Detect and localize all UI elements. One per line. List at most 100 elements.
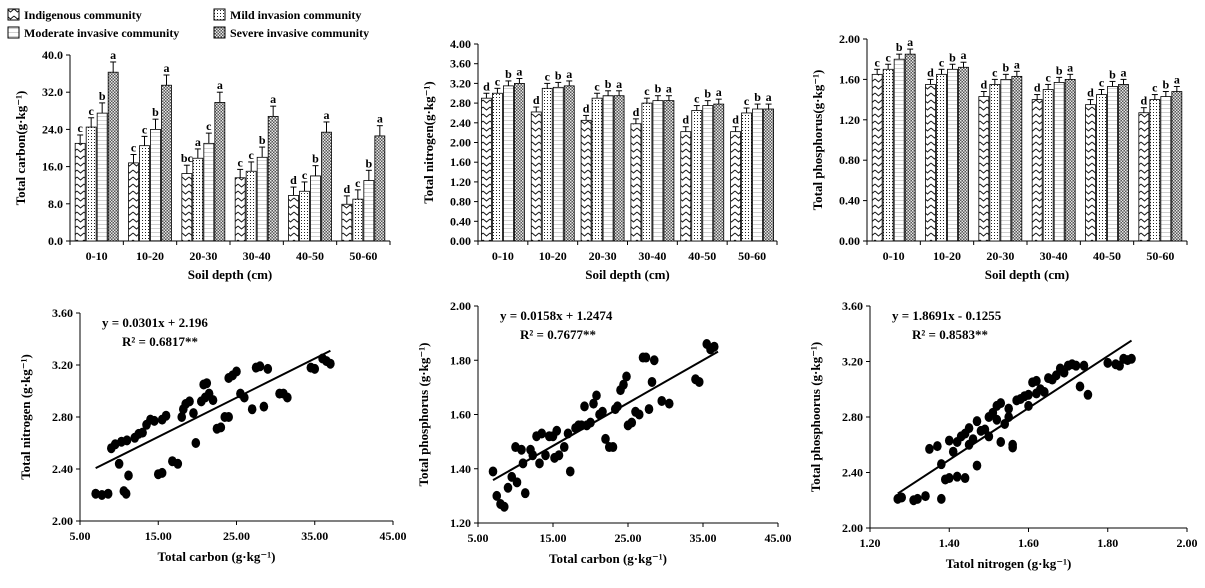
significance-letter: c [78,121,84,135]
x-tick-label: 25.00 [615,531,642,545]
data-point [1071,360,1081,371]
significance-letter: b [1162,78,1169,92]
y-tick-label: 3.60 [52,306,73,320]
bar [613,95,625,242]
significance-letter: c [131,141,137,155]
significance-letter: b [505,67,512,81]
data-point [103,488,113,499]
y-tick-label: 2.40 [450,116,471,130]
y-tick-label: 40.0 [42,48,63,62]
data-point [122,435,132,446]
x-tick-label: 30-40 [243,249,271,263]
data-point [310,363,320,374]
bar [1031,99,1043,242]
x-tick-label: 10-20 [539,249,567,263]
chart-total-phosphorus: 0.00 0.40 0.80 1.20 1.60 2.00 Total phosphorus… [810,32,1188,282]
data-point [913,493,922,504]
data-point [925,443,934,454]
x-tick-label: 40-50 [296,249,324,263]
bar [374,135,386,242]
data-point [952,471,962,482]
significance-letter: c [992,65,998,79]
significance-letter: c [1099,76,1105,90]
bar [702,105,714,242]
y-axis-label: Total nitrogen (g·kg⁻¹) [18,354,33,480]
y-axis-label: Total carbon(g·kg⁻¹) [13,91,28,206]
data-point [964,423,974,434]
significance-letter: d [533,93,540,107]
data-point [601,433,610,444]
y-axis-label: Total phosphorus(g·kg⁻¹) [810,70,825,211]
bar [481,97,492,242]
bar [256,156,268,242]
significance-letter: d [633,105,640,119]
y-axis-label: Total nitrogen(g·kg⁻¹) [421,81,436,203]
bar [310,175,321,242]
bar [904,53,916,242]
data-point [537,428,547,439]
x-tick-label: 5.00 [468,531,489,545]
significance-letter: b [99,89,106,103]
bar [267,115,279,242]
x-tick-label: 10-20 [136,249,164,263]
significance-letter: b [312,152,319,166]
bar [192,157,204,242]
bar [234,177,246,242]
data-point [1075,381,1085,392]
significance-letter: b [1056,63,1063,77]
significance-letter: a [666,82,672,96]
y-tick-label: 4.00 [450,37,471,51]
data-point [622,371,631,382]
significance-letter: a [377,112,383,126]
bar [563,85,575,242]
r-squared-label: R² = 0.6817** [122,334,198,349]
legend-item-moderate: Moderate invasive community [7,26,179,40]
y-tick-label: 0.80 [839,153,860,167]
x-tick-label: 45.00 [765,531,792,545]
data-point [1008,442,1017,453]
bar [139,145,150,242]
y-tick-label: 2.80 [450,96,471,110]
data-point [499,501,509,512]
x-tick-label: 50-60 [1146,249,1174,263]
significance-letter: bc [181,151,194,165]
bar [203,142,215,242]
data-point [647,376,657,387]
data-point [263,363,273,374]
legend-swatch-severe [213,26,226,39]
bar [752,108,763,242]
regression-equation: y = 0.0301x + 2.196 [102,315,208,330]
x-axis-label: Soil depth (cm) [585,267,670,282]
significance-letter: c [249,148,255,162]
y-tick-label: 16.0 [42,160,63,174]
legend-item-mild: Mild invasion community [213,8,361,22]
y-tick-label: 2.00 [839,32,860,46]
bar [1171,91,1183,242]
data-point [138,427,147,438]
y-tick-label: 0.40 [839,194,860,208]
data-point [535,458,544,469]
x-tick-label: 30-40 [638,249,666,263]
x-tick-label: 40-50 [1093,249,1121,263]
data-point [224,412,233,422]
significance-letter: c [1152,81,1158,95]
significance-letter: a [616,77,622,91]
data-point [520,488,530,499]
bar [514,83,525,242]
significance-letter: a [1067,60,1073,74]
regression-equation: y = 0.0158x + 1.2474 [500,308,613,323]
bar [352,198,364,242]
significance-letter: d [1034,81,1041,95]
data-point [972,460,982,471]
data-point [709,341,719,352]
data-point [921,491,930,502]
bar [1160,96,1172,242]
significance-letter: c [302,168,308,182]
data-point [1127,353,1136,364]
bar [741,112,752,242]
significance-letter: a [766,90,772,104]
significance-letter: a [961,48,967,62]
significance-letter: c [875,55,881,69]
